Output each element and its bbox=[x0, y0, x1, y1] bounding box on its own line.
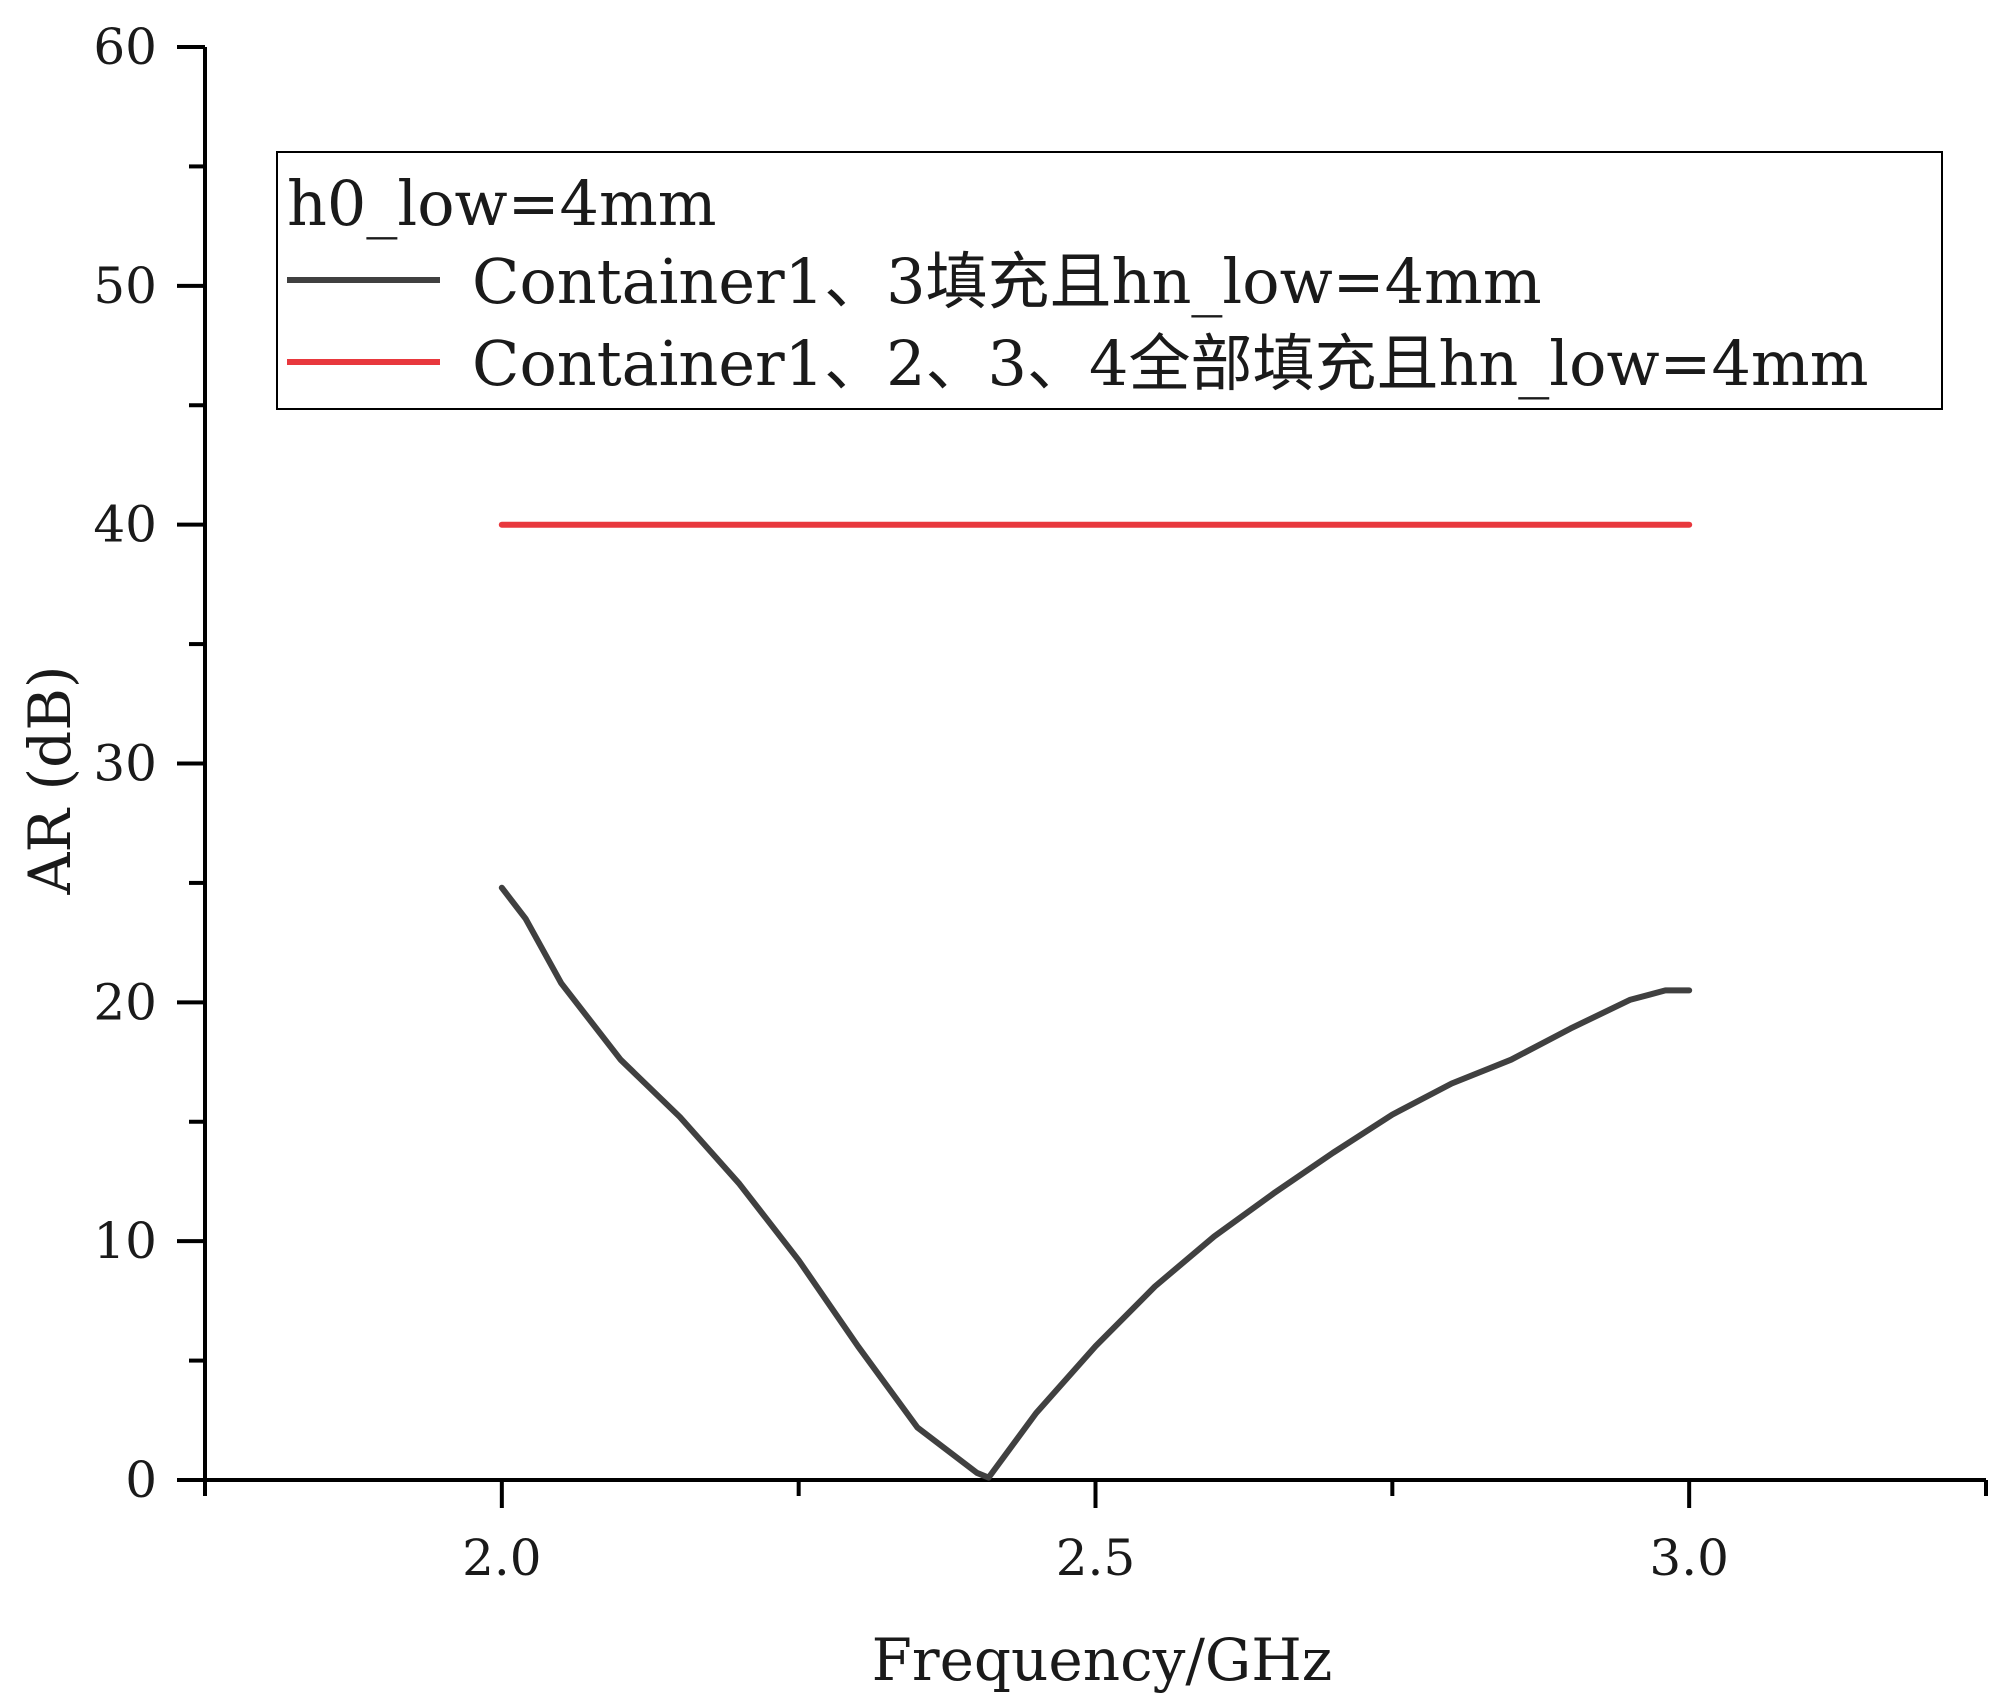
plot-series bbox=[498, 521, 1693, 1481]
y-tick-label: 10 bbox=[93, 1212, 157, 1270]
y-tick-label: 0 bbox=[125, 1451, 157, 1509]
y-tick-label: 30 bbox=[93, 735, 157, 793]
x-axis-title: Frequency/GHz bbox=[872, 1626, 1333, 1694]
legend-title: h0_low=4mm bbox=[287, 167, 717, 240]
legend-label-series-2: Container1、2、3、4全部填充且hn_low=4mm bbox=[472, 327, 1869, 400]
y-axis: 0 10 20 30 40 50 60 bbox=[93, 18, 207, 1509]
x-tick-label: 3.0 bbox=[1649, 1529, 1729, 1587]
x-axis: 2.0 2.5 3.0 bbox=[203, 1478, 1988, 1587]
legend-label-series-1: Container1、3填充且hn_low=4mm bbox=[472, 245, 1542, 318]
x-tick-label: 2.0 bbox=[462, 1529, 542, 1587]
y-tick-label: 50 bbox=[93, 257, 157, 315]
y-axis-title: AR (dB) bbox=[16, 666, 84, 896]
legend-box bbox=[276, 151, 1943, 410]
y-tick-label: 20 bbox=[93, 973, 157, 1031]
legend: h0_low=4mm Container1、3填充且hn_low=4mm Con… bbox=[276, 151, 1943, 410]
x-tick-label: 2.5 bbox=[1056, 1529, 1136, 1587]
y-tick-label: 60 bbox=[93, 18, 157, 76]
y-tick-label: 40 bbox=[93, 496, 157, 554]
series-line-1 bbox=[498, 884, 1693, 1481]
